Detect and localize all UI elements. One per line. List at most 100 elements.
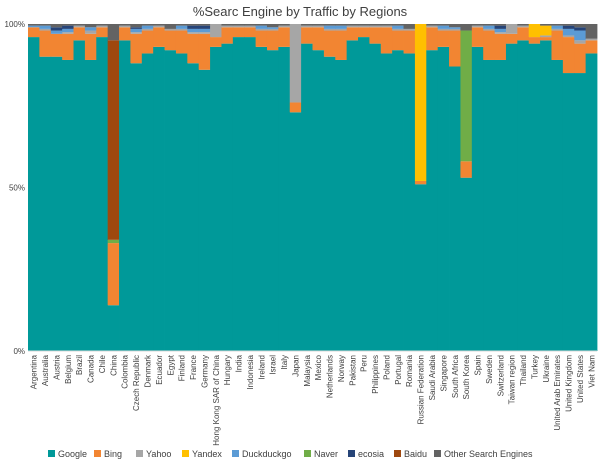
bar-segment xyxy=(84,30,97,34)
bar-segment xyxy=(574,43,587,74)
bar-segment xyxy=(449,27,461,29)
x-tick-label: South Africa xyxy=(451,354,460,398)
bar-segment xyxy=(187,25,200,29)
bar-segment xyxy=(312,24,325,26)
bar-segment xyxy=(562,28,575,36)
bar-segment xyxy=(551,30,564,60)
bar-segment xyxy=(505,24,518,34)
bar-segment xyxy=(392,25,404,29)
x-tick-label: Russian Federation xyxy=(417,355,426,424)
x-tick-label: Switzerland xyxy=(496,355,505,396)
bar-segment xyxy=(130,27,143,29)
bar-segment xyxy=(28,37,40,351)
bar-segment xyxy=(289,112,302,351)
bar-segment xyxy=(323,28,336,31)
bar-segment xyxy=(380,27,393,54)
bar-segment xyxy=(494,24,507,26)
bar-segment xyxy=(50,56,63,351)
bar-segment xyxy=(335,59,348,351)
legend-swatch xyxy=(434,450,441,457)
legend-label: Yandex xyxy=(192,449,222,459)
bar-segment xyxy=(380,53,393,352)
bar-segment xyxy=(380,25,393,28)
bar-segment xyxy=(153,46,165,351)
bar-segment xyxy=(414,180,427,185)
bar-segment xyxy=(232,25,245,28)
legend-swatch xyxy=(348,450,355,457)
bar-segment xyxy=(130,33,143,64)
bar-segment xyxy=(335,25,348,29)
bar-segment xyxy=(494,33,507,60)
bar-segment xyxy=(175,30,188,54)
bar-segment xyxy=(301,43,313,352)
bar-segment xyxy=(540,24,552,26)
bar-segment xyxy=(96,37,109,351)
bar-segment xyxy=(107,239,120,244)
bar-segment xyxy=(358,27,370,38)
bar-segment xyxy=(517,27,530,41)
bar-segment xyxy=(528,43,541,352)
bar-segment xyxy=(141,24,154,26)
bar-segment xyxy=(437,28,450,31)
bar-segment xyxy=(221,24,234,26)
x-tick-label: Colombia xyxy=(121,354,130,388)
bar-segment xyxy=(73,24,86,26)
bar-segment xyxy=(335,28,348,31)
bar-segment xyxy=(369,25,382,28)
bar-segment xyxy=(585,24,598,39)
bar-segment xyxy=(392,30,404,51)
bar-segment xyxy=(130,32,143,34)
x-tick-label: Taiwan region xyxy=(508,355,517,404)
bar-segment xyxy=(210,24,222,38)
bar-segment xyxy=(369,27,382,44)
bar-segment xyxy=(266,30,279,51)
bar-segment xyxy=(164,30,177,51)
bar-segment xyxy=(494,25,507,29)
bar-segment xyxy=(585,53,598,352)
bar-segment xyxy=(426,50,439,351)
x-tick-label: Ireland xyxy=(257,355,266,379)
bar-segment xyxy=(460,177,473,351)
bar-segment xyxy=(437,25,450,29)
x-tick-label: India xyxy=(235,354,244,372)
x-tick-label: Sweden xyxy=(485,355,494,384)
bar-segment xyxy=(187,33,200,64)
legend-label: Naver xyxy=(314,449,338,459)
bar-segment xyxy=(301,27,313,44)
bar-segment xyxy=(221,43,234,352)
x-tick-label: Germany xyxy=(200,355,209,388)
bar-segment xyxy=(198,69,211,351)
x-tick-label: Viet Nam xyxy=(587,355,596,388)
legend-swatch xyxy=(136,450,143,457)
bar-segment xyxy=(483,59,495,351)
bar-segment xyxy=(244,37,256,351)
bar-segment xyxy=(232,37,245,351)
bar-segment xyxy=(449,28,461,31)
bar-segment xyxy=(62,59,74,351)
bar-segment xyxy=(28,27,40,38)
x-tick-label: Thailand xyxy=(519,355,528,386)
bar-segment xyxy=(323,56,336,351)
bar-segment xyxy=(119,40,131,351)
bar-segment xyxy=(164,28,177,31)
x-tick-label: Poland xyxy=(382,355,391,380)
bar-segment xyxy=(403,53,416,352)
bar-segment xyxy=(301,25,313,28)
legend-label: Baidu xyxy=(404,449,427,459)
bar-segment xyxy=(403,30,416,54)
bar-segment xyxy=(414,184,427,351)
bar-segment xyxy=(540,35,552,38)
bar-segment xyxy=(39,56,52,351)
bar-segment xyxy=(153,27,165,47)
bar-segment xyxy=(551,59,564,351)
legend-label: ecosia xyxy=(358,449,384,459)
bar-segment xyxy=(494,59,507,351)
bar-segment xyxy=(346,24,359,26)
bar-segment xyxy=(266,27,279,29)
bar-segment xyxy=(198,32,211,34)
bar-segment xyxy=(255,46,268,351)
bar-segment xyxy=(494,32,507,34)
bar-segment xyxy=(301,24,313,26)
